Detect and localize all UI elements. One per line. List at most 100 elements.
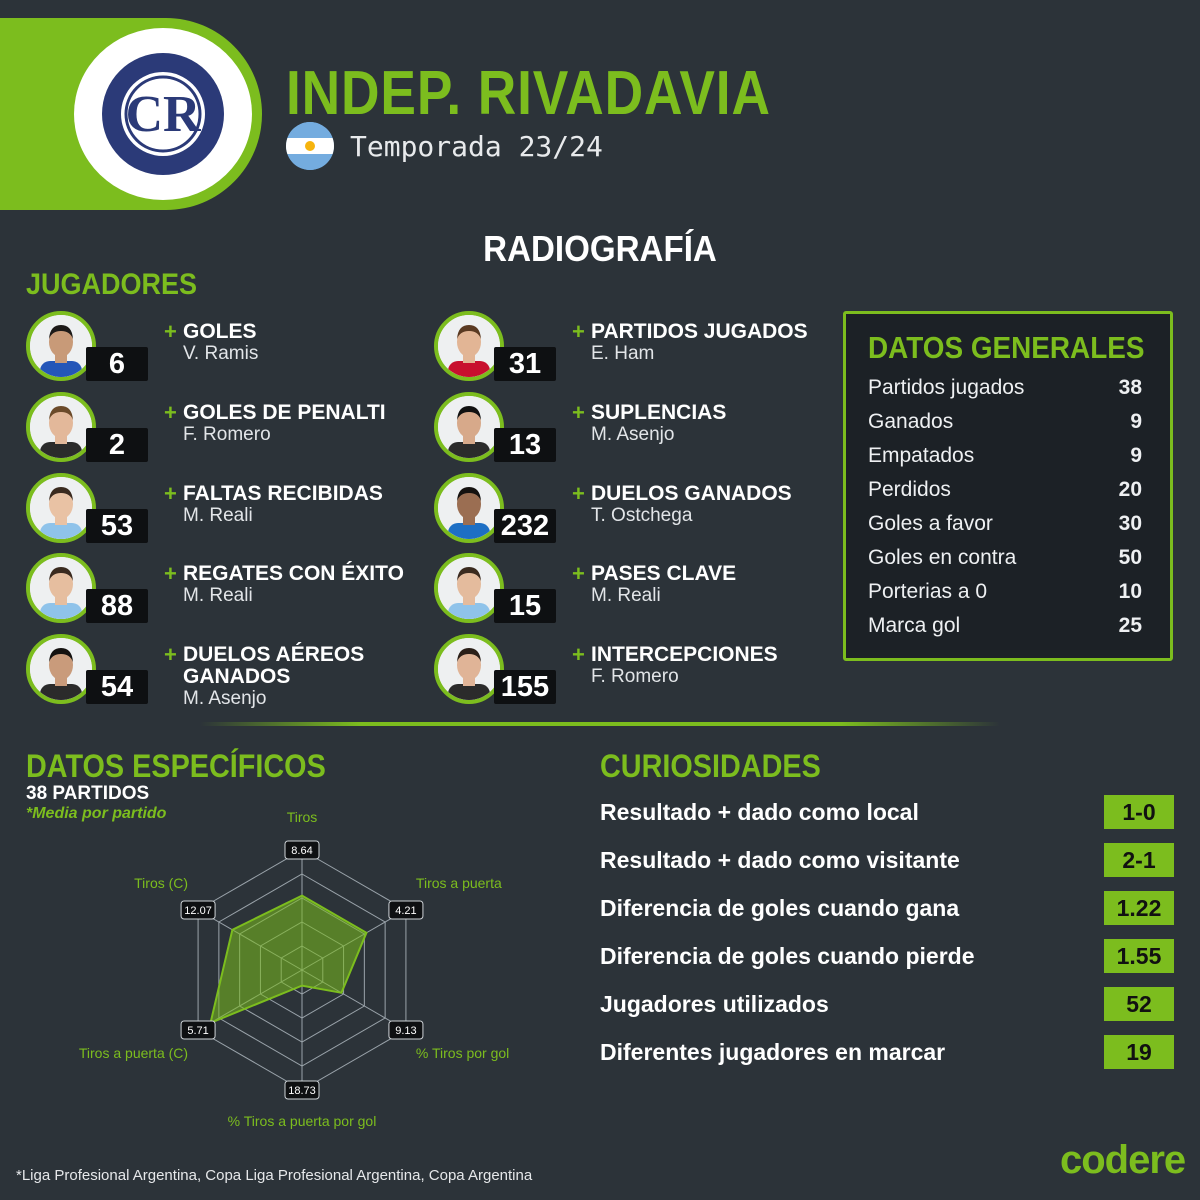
specific-data-subtitle: 38 PARTIDOS (26, 783, 150, 804)
plus-icon: + (572, 481, 585, 506)
curiosity-row: Diferentes jugadores en marcar 19 (600, 1035, 1174, 1071)
general-data-value: 30 (1118, 512, 1142, 535)
player-avatar-icon (26, 553, 96, 623)
curiosity-row: Diferencia de goles cuando pierde 1.55 (600, 939, 1174, 975)
general-data-label: Marca gol (868, 614, 961, 637)
player-stat-value: 88 (86, 589, 148, 623)
curiosity-row: Diferencia de goles cuando gana 1.22 (600, 891, 1174, 927)
player-stat-label: FALTAS RECIBIDAS (183, 482, 383, 505)
player-stat-card: 2 + GOLES DE PENALTI F. Romero (26, 392, 416, 464)
player-avatar-icon (434, 473, 504, 543)
radar-value-tag: 5.71 (180, 1020, 216, 1040)
curiosity-row: Resultado + dado como local 1-0 (600, 795, 1174, 831)
player-avatar-icon (26, 392, 96, 462)
curiosity-label: Diferencia de goles cuando gana (600, 895, 960, 921)
curiosity-value: 2-1 (1104, 843, 1174, 877)
player-name: F. Romero (183, 424, 271, 445)
general-data-row: Ganados 9 (868, 410, 1142, 444)
player-stat-card: 31 + PARTIDOS JUGADOS E. Ham (434, 311, 824, 383)
players-title: JUGADORES (26, 268, 198, 301)
player-name: M. Reali (183, 505, 253, 526)
radar-value-label: 9.13 (395, 1025, 416, 1037)
player-avatar-icon (434, 311, 504, 381)
general-data-row: Marca gol 25 (868, 614, 1142, 648)
general-data-label: Ganados (868, 410, 954, 433)
curiosity-value: 1.22 (1104, 891, 1174, 925)
curiosities-title: CURIOSIDADES (600, 748, 821, 784)
radar-axis-label: Tiros a puerta (C) (79, 1045, 188, 1061)
season-label: Temporada 23/24 (350, 130, 603, 163)
general-data-value: 50 (1118, 546, 1142, 569)
player-stat-label: PARTIDOS JUGADOS (591, 320, 808, 343)
player-stat-card: 232 + DUELOS GANADOS T. Ostchega (434, 473, 824, 545)
player-stat-value: 15 (494, 589, 556, 623)
plus-icon: + (164, 481, 177, 506)
general-data-value: 10 (1118, 580, 1142, 603)
player-stat-value: 2 (86, 428, 148, 462)
argentina-flag-icon (286, 122, 334, 170)
general-data-label: Porterias a 0 (868, 580, 988, 603)
curiosity-label: Jugadores utilizados (600, 991, 829, 1017)
general-data-title: DATOS GENERALES (868, 330, 1145, 365)
curiosity-row: Resultado + dado como visitante 2-1 (600, 843, 1174, 879)
radar-axis-label: % Tiros por gol (416, 1045, 509, 1061)
section-title: RADIOGRAFÍA (483, 228, 717, 269)
player-avatar-icon (434, 392, 504, 462)
plus-icon: + (164, 561, 177, 586)
brand-logo: codere (1060, 1138, 1186, 1182)
general-data-row: Goles en contra 50 (868, 546, 1142, 580)
general-data-row: Goles a favor 30 (868, 512, 1142, 546)
player-stat-value: 155 (494, 670, 556, 704)
general-data-value: 9 (1130, 444, 1142, 467)
general-data-value: 9 (1130, 410, 1142, 433)
player-stat-label: DUELOS GANADOS (591, 482, 792, 505)
player-stat-card: 54 + DUELOS AÉREOS GANADOS M. Asenjo (26, 634, 416, 709)
player-stat-card: 88 + REGATES CON ÉXITO M. Reali (26, 553, 416, 625)
radar-axis-label: % Tiros a puerta por gol (228, 1113, 377, 1129)
plus-icon: + (572, 642, 585, 667)
radar-chart: 8.64 Tiros 4.21 Tiros a puerta 9.13% Tiros p… (79, 810, 509, 1129)
general-data-label: Perdidos (868, 478, 951, 501)
curiosity-label: Diferencia de goles cuando pierde (600, 943, 975, 969)
general-data-label: Goles en contra (868, 546, 1017, 569)
player-name: F. Romero (591, 666, 679, 687)
player-stat-value: 53 (86, 509, 148, 543)
general-data-row: Perdidos 20 (868, 478, 1142, 512)
general-data-label: Empatados (868, 444, 975, 467)
curiosity-value: 52 (1104, 987, 1174, 1021)
curiosity-value: 19 (1104, 1035, 1174, 1069)
general-data-value: 20 (1118, 478, 1142, 501)
radar-axis-label: Tiros a puerta (416, 875, 502, 891)
radar-value-label: 4.21 (395, 905, 416, 917)
curiosity-row: Jugadores utilizados 52 (600, 987, 1174, 1023)
player-stat-value: 6 (86, 347, 148, 381)
curiosity-label: Diferentes jugadores en marcar (600, 1039, 946, 1065)
general-data-label: Goles a favor (868, 512, 993, 535)
player-stat-label: REGATES CON ÉXITO (183, 562, 404, 585)
radar-value-label: 12.07 (184, 905, 212, 917)
player-stat-value: 232 (494, 509, 556, 543)
specific-data-note: *Media por partido (26, 805, 167, 822)
footnote: *Liga Profesional Argentina, Copa Liga P… (16, 1167, 533, 1184)
radar-value-tag: 9.13 (388, 1020, 424, 1040)
player-name: M. Asenjo (183, 688, 267, 709)
player-avatar-icon (26, 634, 96, 704)
player-stat-card: 13 + SUPLENCIAS M. Asenjo (434, 392, 824, 464)
general-data-value: 25 (1118, 614, 1142, 637)
player-stat-value: 54 (86, 670, 148, 704)
radar-value-tag: 12.07 (180, 900, 216, 920)
player-avatar-icon (26, 473, 96, 543)
player-name: T. Ostchega (591, 505, 693, 526)
player-avatar-icon (434, 634, 504, 704)
player-stat-card: 53 + FALTAS RECIBIDAS M. Reali (26, 473, 416, 545)
player-stat-card: 155 + INTERCEPCIONES F. Romero (434, 634, 824, 706)
svg-text:CR: CR (125, 86, 202, 143)
curiosity-value: 1-0 (1104, 795, 1174, 829)
radar-labels: 8.64 Tiros 4.21 Tiros a puerta 9.13% Tiros p… (79, 810, 509, 1129)
player-avatar-icon (26, 311, 96, 381)
player-stat-value: 13 (494, 428, 556, 462)
general-data-row: Porterias a 0 10 (868, 580, 1142, 614)
general-data-value: 38 (1118, 376, 1142, 399)
plus-icon: + (164, 319, 177, 344)
radar-data-polygon (209, 894, 368, 1025)
